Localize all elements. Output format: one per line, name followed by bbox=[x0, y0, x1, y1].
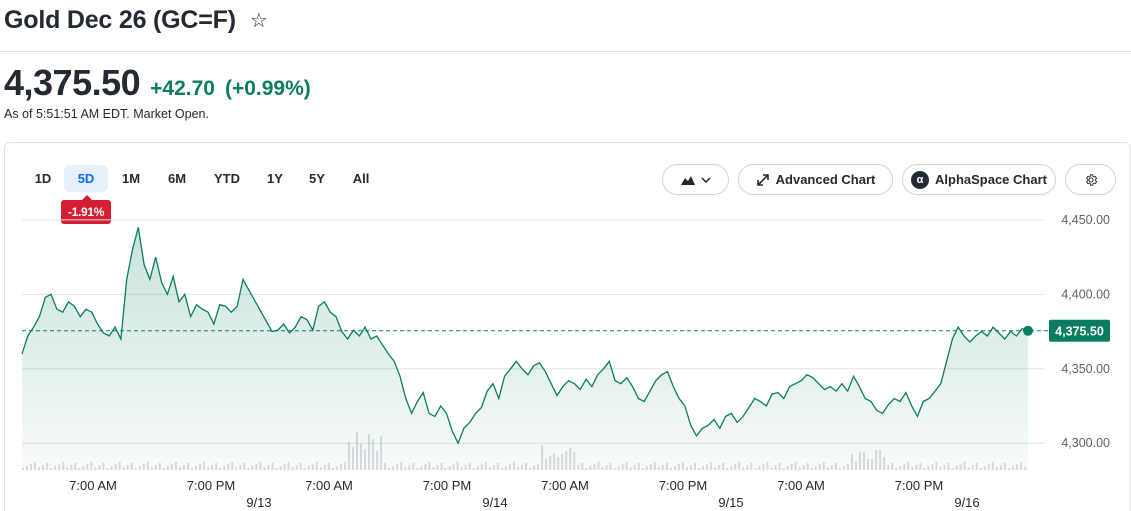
range-1y[interactable]: 1Y bbox=[267, 171, 283, 186]
x-time-label: 7:00 PM bbox=[659, 478, 707, 493]
page-title: Gold Dec 26 (GC=F) bbox=[4, 6, 236, 34]
quote-timestamp: As of 5:51:51 AM EDT. Market Open. bbox=[4, 107, 209, 121]
price-change-percent: (+0.99%) bbox=[224, 77, 311, 100]
range-1m[interactable]: 1M bbox=[121, 171, 141, 186]
y-tick-label: 4,350.00 bbox=[1061, 362, 1110, 376]
x-time-label: 7:00 AM bbox=[305, 478, 353, 493]
x-time-label: 7:00 AM bbox=[777, 478, 825, 493]
range-1d[interactable]: 1D bbox=[34, 171, 52, 186]
range-5y[interactable]: 5Y bbox=[309, 171, 325, 186]
last-price-dot bbox=[1023, 325, 1033, 336]
star-outline-icon[interactable]: ☆ bbox=[249, 9, 268, 32]
range-all[interactable]: All bbox=[352, 171, 370, 186]
x-time-label: 7:00 PM bbox=[423, 478, 471, 493]
range-ytd[interactable]: YTD bbox=[214, 171, 240, 186]
x-time-label: 7:00 PM bbox=[895, 478, 943, 493]
advanced-chart-button[interactable]: Advanced Chart bbox=[738, 164, 893, 195]
x-date-label: 9/13 bbox=[246, 495, 271, 510]
x-time-label: 7:00 PM bbox=[187, 478, 235, 493]
price-change: +42.70 bbox=[150, 77, 215, 100]
chevron-down-icon bbox=[700, 176, 711, 183]
x-time-label: 7:00 AM bbox=[541, 478, 589, 493]
alphaspace-chart-button[interactable]: α AlphaSpace Chart bbox=[902, 164, 1056, 195]
range-6m[interactable]: 6M bbox=[167, 171, 187, 186]
x-date-label: 9/15 bbox=[718, 495, 743, 510]
x-time-label: 7:00 AM bbox=[69, 478, 117, 493]
y-tick-label: 4,300.00 bbox=[1061, 436, 1110, 450]
advanced-chart-label: Advanced Chart bbox=[775, 172, 876, 187]
range-5d[interactable]: 5D bbox=[64, 165, 108, 192]
price-line bbox=[21, 227, 1029, 445]
y-tick-label: 4,400.00 bbox=[1061, 287, 1110, 301]
x-date-label: 9/16 bbox=[954, 495, 979, 510]
expand-arrows-icon bbox=[756, 173, 769, 186]
x-date-label: 9/14 bbox=[482, 495, 507, 510]
alphaspace-chart-label: AlphaSpace Chart bbox=[935, 172, 1047, 187]
chart-type-dropdown[interactable] bbox=[662, 164, 729, 195]
price-area bbox=[22, 227, 1028, 470]
current-price: 4,375.50 bbox=[4, 62, 141, 103]
alpha-logo-icon: α bbox=[911, 170, 929, 189]
range-selector: 1D 5D 1M 6M YTD 1Y 5Y All bbox=[22, 165, 384, 192]
gear-icon bbox=[1085, 173, 1097, 186]
title-row: Gold Dec 26 (GC=F) ☆ bbox=[4, 6, 268, 35]
chart-settings-button[interactable] bbox=[1065, 164, 1116, 195]
y-tick-label: 4,450.00 bbox=[1061, 213, 1110, 227]
header-divider bbox=[0, 51, 1131, 52]
last-price-label: 4,375.50 bbox=[1055, 324, 1104, 338]
quote-row: 4,375.50 +42.70 (+0.99%) bbox=[4, 62, 311, 104]
last-price-tag: 4,375.50 bbox=[1049, 319, 1110, 342]
mountain-chart-icon bbox=[680, 175, 695, 185]
